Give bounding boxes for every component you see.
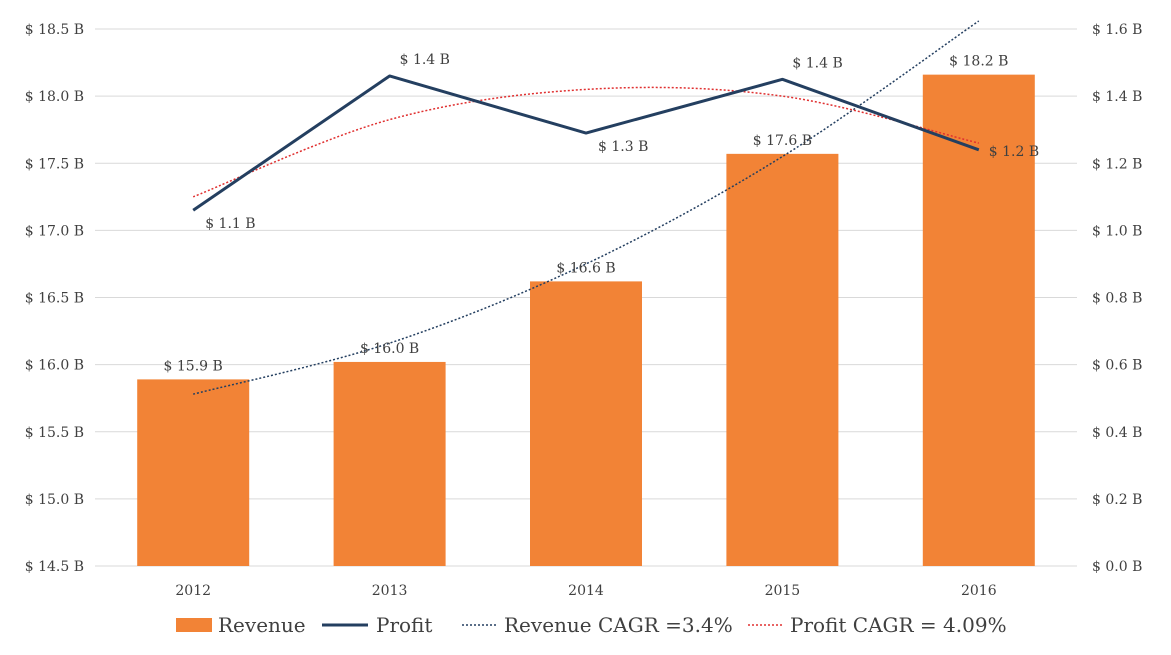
right-axis-tick-label: $ 0.0 B [1092, 559, 1142, 575]
profit-data-label: $ 1.4 B [400, 52, 450, 68]
x-axis-tick-label: 2012 [175, 583, 211, 599]
x-axis-tick-label: 2015 [765, 583, 801, 599]
revenue-bar [726, 153, 839, 567]
right-axis-tick-label: $ 1.4 B [1092, 89, 1142, 105]
right-axis-tick-label: $ 0.6 B [1092, 358, 1142, 374]
legend-label: Profit CAGR = 4.09% [790, 613, 1007, 637]
right-axis-tick-label: $ 1.0 B [1092, 223, 1142, 239]
left-axis-tick-label: $ 15.5 B [25, 425, 84, 441]
left-axis-tick-label: $ 15.0 B [25, 492, 84, 508]
left-axis-tick-label: $ 17.5 B [25, 156, 84, 172]
right-axis-tick-label: $ 0.2 B [1092, 492, 1142, 508]
left-axis-tick-label: $ 18.0 B [25, 89, 84, 105]
profit-data-label: $ 1.2 B [989, 144, 1039, 160]
right-axis-ticks: $ 0.0 B $ 0.2 B $ 0.4 B $ 0.6 B $ 0.8 B $ 1.0… [1092, 22, 1142, 575]
profit-data-label: $ 1.1 B [205, 216, 255, 232]
x-axis-tick-label: 2016 [961, 583, 997, 599]
legend-swatch-revenue [176, 618, 212, 632]
profit-data-label: $ 1.4 B [792, 55, 842, 71]
revenue-bars [137, 74, 1035, 567]
right-axis-tick-label: $ 0.8 B [1092, 291, 1142, 307]
x-axis-ticks: 2012 2013 2014 2015 2016 [175, 583, 996, 599]
legend-label: Profit [376, 613, 432, 637]
left-axis-tick-label: $ 18.5 B [25, 22, 84, 38]
profit-cagr-trendline [192, 86, 979, 198]
revenue-data-label: $ 16.0 B [360, 341, 419, 357]
revenue-bar [333, 361, 446, 566]
data-labels: $ 15.9 B $ 16.0 B $ 16.6 B $ 17.6 B $ 18.2 B… [164, 52, 1040, 374]
right-axis-tick-label: $ 0.4 B [1092, 425, 1142, 441]
series-lines [192, 20, 980, 395]
legend-label: Revenue CAGR =3.4% [504, 613, 733, 637]
right-axis-tick-label: $ 1.6 B [1092, 22, 1142, 38]
left-axis-tick-label: $ 17.0 B [25, 223, 84, 239]
revenue-data-label: $ 17.6 B [753, 133, 812, 149]
profit-data-label: $ 1.3 B [598, 139, 648, 155]
left-axis-tick-label: $ 16.5 B [25, 291, 84, 307]
revenue-bar [530, 281, 642, 566]
left-axis-tick-label: $ 14.5 B [25, 559, 84, 575]
revenue-bar [137, 379, 250, 566]
left-axis-ticks: $ 14.5 B $ 15.0 B $ 15.5 B $ 16.0 B $ 16.5 B… [25, 22, 84, 575]
revenue-data-label: $ 18.2 B [949, 54, 1008, 70]
legend-label: Revenue [218, 613, 306, 637]
revenue-bar [922, 74, 1035, 567]
revenue-data-label: $ 15.9 B [164, 358, 223, 374]
revenue-data-label: $ 16.6 B [556, 260, 615, 276]
right-axis-tick-label: $ 1.2 B [1092, 156, 1142, 172]
x-axis-tick-label: 2014 [568, 583, 604, 599]
legend: Revenue Profit Revenue CAGR =3.4% Profit CA… [176, 613, 1007, 637]
left-axis-tick-label: $ 16.0 B [25, 358, 84, 374]
profit-line [192, 74, 980, 212]
x-axis-tick-label: 2013 [372, 583, 408, 599]
